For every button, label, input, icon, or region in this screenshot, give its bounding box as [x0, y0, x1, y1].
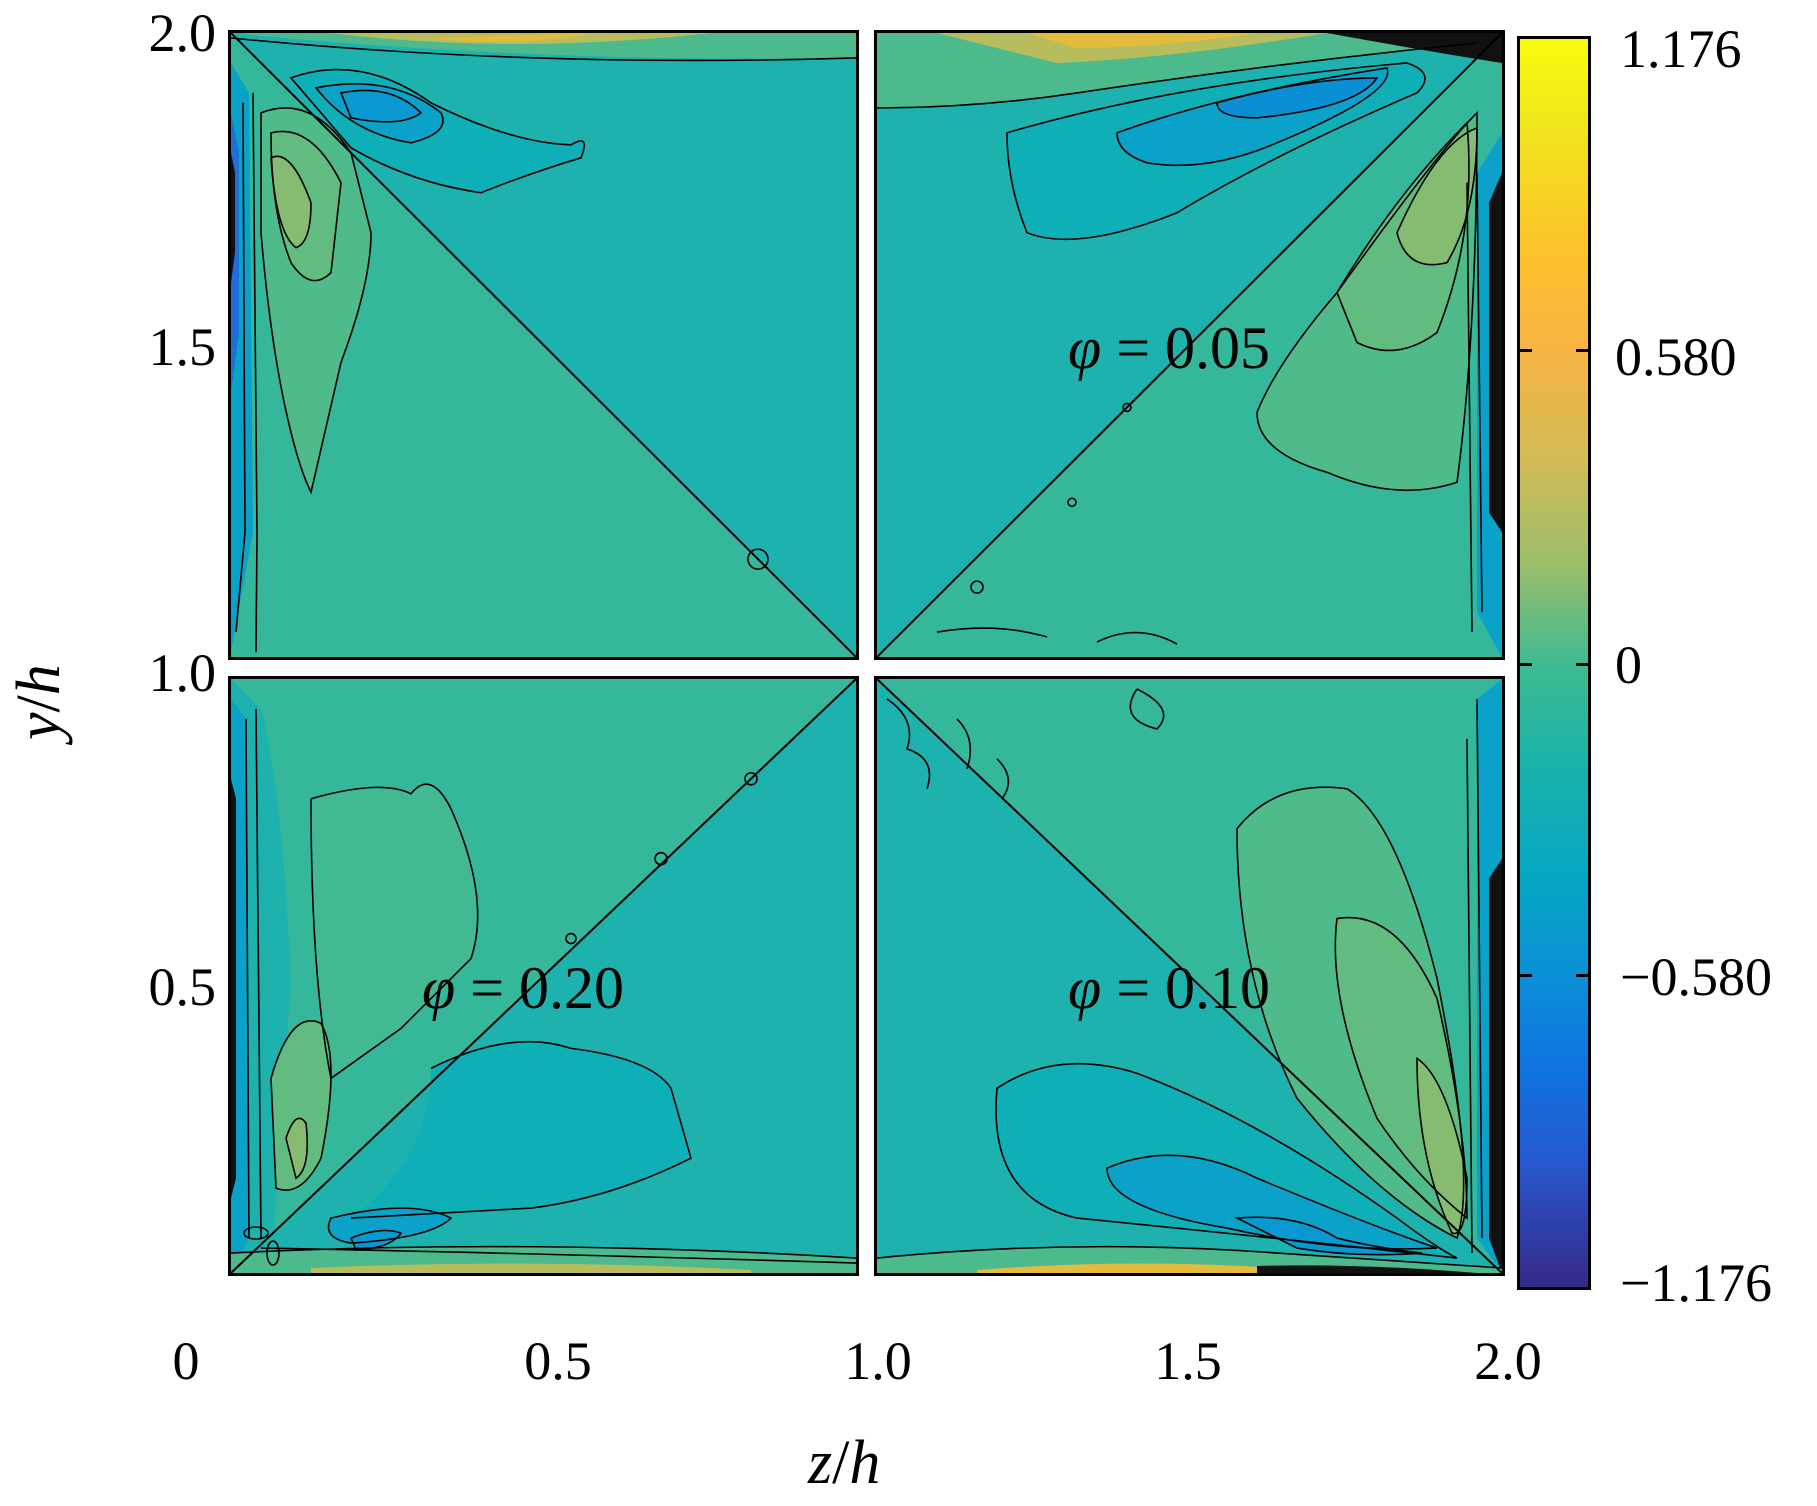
y-axis-var: y: [5, 712, 73, 740]
equals-sign: =: [1101, 315, 1166, 381]
contour-plot-top-right: [877, 33, 1502, 657]
x-axis-denom: h: [849, 1429, 881, 1497]
panel-top-right: [874, 30, 1505, 660]
colorbar-tick-mark-0.580-left: [1520, 349, 1532, 352]
phi-value-bottom-left: 0.20: [519, 955, 625, 1021]
colorbar-label-neg0.580: −0.580: [1620, 947, 1772, 1007]
equals-sign: =: [455, 955, 520, 1021]
colorbar-tick-mark-neg0.580-left: [1520, 974, 1532, 977]
x-tick-1.5: 1.5: [1154, 1331, 1222, 1391]
panel-label-bottom-right: φ = 0.10: [1068, 958, 1270, 1018]
panel-top-left: [228, 30, 859, 660]
colorbar-label-min: −1.176: [1620, 1253, 1772, 1313]
y-tick-0.5: 0.5: [148, 957, 217, 1017]
y-tick-1.0: 1.0: [148, 643, 217, 703]
y-axis-label: y/h: [5, 664, 73, 740]
x-tick-0.5: 0.5: [524, 1331, 592, 1391]
panel-label-bottom-left: φ = 0.20: [422, 958, 624, 1018]
equals-sign: =: [1101, 955, 1166, 1021]
colorbar-tick-mark-0-left: [1520, 663, 1532, 666]
contour-plot-bottom-left: [231, 679, 856, 1273]
colorbar: [1517, 36, 1591, 1290]
phi-value-bottom-right: 0.10: [1165, 955, 1271, 1021]
y-tick-2.0: 2.0: [148, 3, 217, 63]
x-tick-0: 0: [172, 1331, 200, 1391]
contour-plot-top-left: [231, 33, 856, 657]
panel-bottom-left: [228, 676, 859, 1276]
contour-plot-bottom-right: [877, 679, 1502, 1273]
colorbar-label-0: 0: [1615, 635, 1642, 695]
x-axis-label: z/h: [808, 1429, 881, 1497]
y-axis-denom: h: [5, 664, 73, 696]
phi-symbol: φ: [422, 955, 456, 1021]
colorbar-label-0.580: 0.580: [1615, 327, 1737, 387]
panel-bottom-right: [874, 676, 1505, 1276]
y-tick-1.5: 1.5: [148, 317, 217, 377]
x-tick-2.0: 2.0: [1474, 1331, 1542, 1391]
phi-symbol: φ: [1068, 315, 1102, 381]
x-tick-1.0: 1.0: [844, 1331, 912, 1391]
colorbar-label-max: 1.176: [1620, 19, 1742, 79]
phi-symbol: φ: [1068, 955, 1102, 1021]
x-axis-var: z: [808, 1429, 833, 1497]
colorbar-tick-mark-0-right: [1576, 663, 1588, 666]
phi-value-top-right: 0.05: [1165, 315, 1271, 381]
colorbar-tick-mark-0.580-right: [1576, 349, 1588, 352]
panel-label-top-right: φ = 0.05: [1068, 318, 1270, 378]
colorbar-tick-mark-neg0.580-right: [1576, 974, 1588, 977]
